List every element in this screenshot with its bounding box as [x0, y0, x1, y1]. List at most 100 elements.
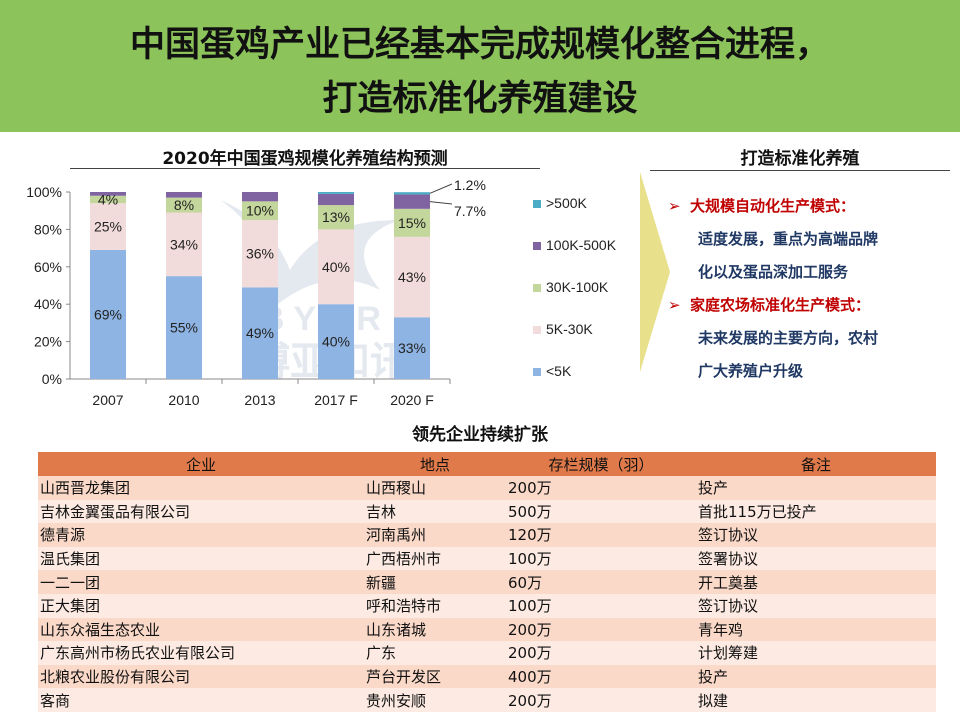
callout-leader-line	[429, 201, 453, 205]
data-label: 33%	[398, 340, 426, 356]
callout-leader-line	[429, 183, 453, 194]
legend-swatch	[533, 368, 541, 376]
data-label: 40%	[322, 334, 350, 350]
bar-segment	[394, 317, 430, 379]
table-cell: 200万	[506, 641, 696, 665]
y-tick-label: 100%	[26, 184, 62, 200]
callout-label: 7.7%	[454, 203, 486, 219]
legend-swatch	[533, 242, 541, 250]
table-cell: 新疆	[364, 570, 506, 594]
legend-swatch	[533, 326, 541, 334]
data-label: 15%	[398, 215, 426, 231]
table-cell: 广东高州市杨氏农业有限公司	[38, 641, 364, 665]
table-cell: 一二一团	[38, 570, 364, 594]
bar-segment	[394, 192, 430, 195]
y-tick-label: 80%	[34, 221, 62, 237]
bar-segment	[90, 203, 126, 250]
table-row: 北粮农业股份有限公司 芦台开发区 400万 投产	[38, 664, 936, 689]
table-cell: 正大集团	[38, 593, 364, 618]
table-row: 吉林金翼蛋品有限公司 吉林 500万 首批115万已投产	[38, 499, 936, 524]
table-cell: 60万	[506, 570, 696, 594]
table-cell: 400万	[506, 664, 696, 689]
table-cell: 呼和浩特市	[364, 593, 506, 618]
legend-label: >500K	[546, 195, 588, 211]
table-cell: 100万	[506, 546, 696, 571]
table-cell: 签署协议	[696, 546, 936, 571]
chevron-arrow-icon	[640, 172, 670, 372]
x-tick-label: 2020 F	[390, 392, 434, 408]
table-cell: 山西稷山	[364, 476, 506, 500]
table-cell: 河南禹州	[364, 523, 506, 547]
bar-segment	[90, 249, 126, 379]
table-cell: 芦台开发区	[364, 664, 506, 689]
bullet-2-line1: 未来发展的主要方向，农村	[698, 329, 879, 347]
table-cell: 120万	[506, 523, 696, 547]
axis-ticks: 0% 20% 40% 60% 80% 100% 2007 2010 2013 2017 F 2020…	[26, 184, 451, 408]
x-tick-label: 2017 F	[314, 392, 358, 408]
table-cell: 德青源	[38, 523, 364, 547]
table-cell: 签订协议	[696, 593, 936, 618]
bar-segment	[318, 229, 354, 305]
legend-swatch	[533, 200, 541, 208]
table-cell: 吉林	[364, 499, 506, 524]
data-label: 49%	[246, 325, 274, 341]
legend-swatch	[533, 284, 541, 292]
arrow-bullet-icon: ➢	[668, 197, 681, 215]
arrow-bullet-icon: ➢	[668, 296, 681, 314]
bullet-2-head-text: 家庭农场标准化生产模式：	[690, 296, 871, 314]
table-row: 正大集团 呼和浩特市 100万 签订协议	[38, 593, 936, 618]
chart-legend: >500K 100K-500K 30K-100K 5K-30K <5K	[533, 195, 617, 379]
data-label: 55%	[170, 320, 198, 336]
table-row: 山东众福生态农业 山东诸城 200万 青年鸡	[38, 617, 936, 642]
bar-segment	[394, 194, 430, 209]
legend-label: 30K-100K	[546, 279, 609, 295]
table-cell: 吉林金翼蛋品有限公司	[38, 499, 364, 524]
table-cell: 山东众福生态农业	[38, 617, 364, 642]
chart-title: 2020年中国蛋鸡规模化养殖结构预测	[162, 149, 448, 169]
table-cell: 投产	[696, 476, 936, 500]
legend-label: <5K	[546, 363, 572, 379]
table-cell: 签订协议	[696, 523, 936, 547]
y-tick-label: 20%	[34, 334, 62, 350]
table-cell: 200万	[506, 617, 696, 642]
x-tick-label: 2013	[244, 392, 275, 408]
bar-segment	[166, 197, 202, 213]
bar-segment	[242, 192, 278, 202]
bar-segment	[242, 201, 278, 221]
bar-segment	[394, 208, 430, 237]
bar-segment	[90, 192, 126, 196]
callout-label: 1.2%	[454, 177, 486, 193]
bar-segment	[318, 192, 354, 194]
table-cell: 计划筹建	[696, 641, 936, 665]
bar-segment	[318, 193, 354, 206]
table-cell: 广东	[364, 641, 506, 665]
table-row: 温氏集团 广西梧州市 100万 签署协议	[38, 546, 936, 571]
table-cell: 北粮农业股份有限公司	[38, 664, 364, 689]
bullet-1-head-text: 大规模自动化生产模式：	[690, 197, 856, 215]
table-cell: 拟建	[696, 688, 936, 712]
bullet-1-line1: 适度发展，重点为高端品牌	[698, 230, 879, 248]
table-cell: 温氏集团	[38, 546, 364, 571]
table-cell: 山西晋龙集团	[38, 476, 364, 500]
page-title-line1: 中国蛋鸡产业已经基本完成规模化整合进程，	[129, 25, 830, 65]
column-header: 企业	[38, 452, 364, 476]
table-cell: 山东诸城	[364, 617, 506, 642]
table-cell: 贵州安顺	[364, 688, 506, 712]
chart-title-divider	[70, 168, 540, 169]
right-panel-title: 打造标准化养殖	[740, 149, 860, 169]
table-cell: 200万	[506, 688, 696, 712]
table-cell: 青年鸡	[696, 617, 936, 642]
bar-segment	[242, 220, 278, 288]
data-label: 13%	[322, 209, 350, 225]
y-tick-label: 40%	[34, 296, 62, 312]
column-header: 备注	[696, 452, 936, 476]
data-label: 40%	[322, 259, 350, 275]
table-cell: 200万	[506, 476, 696, 500]
bar-series	[90, 192, 430, 379]
leading-enterprises-table: 企业 地点 存栏规模（羽） 备注 山西晋龙集团 山西稷山 200万 投产 吉林金翼蛋品有…	[38, 452, 936, 712]
right-panel-bullets: ➢ 大规模自动化生产模式： 适度发展，重点为高端品牌 化以及蛋品深加工服务 ➢ 家庭…	[668, 190, 958, 388]
data-label: 4%	[98, 191, 118, 207]
x-tick-label: 2007	[92, 392, 123, 408]
data-label: 36%	[246, 246, 274, 262]
table-cell: 广西梧州市	[364, 546, 506, 571]
